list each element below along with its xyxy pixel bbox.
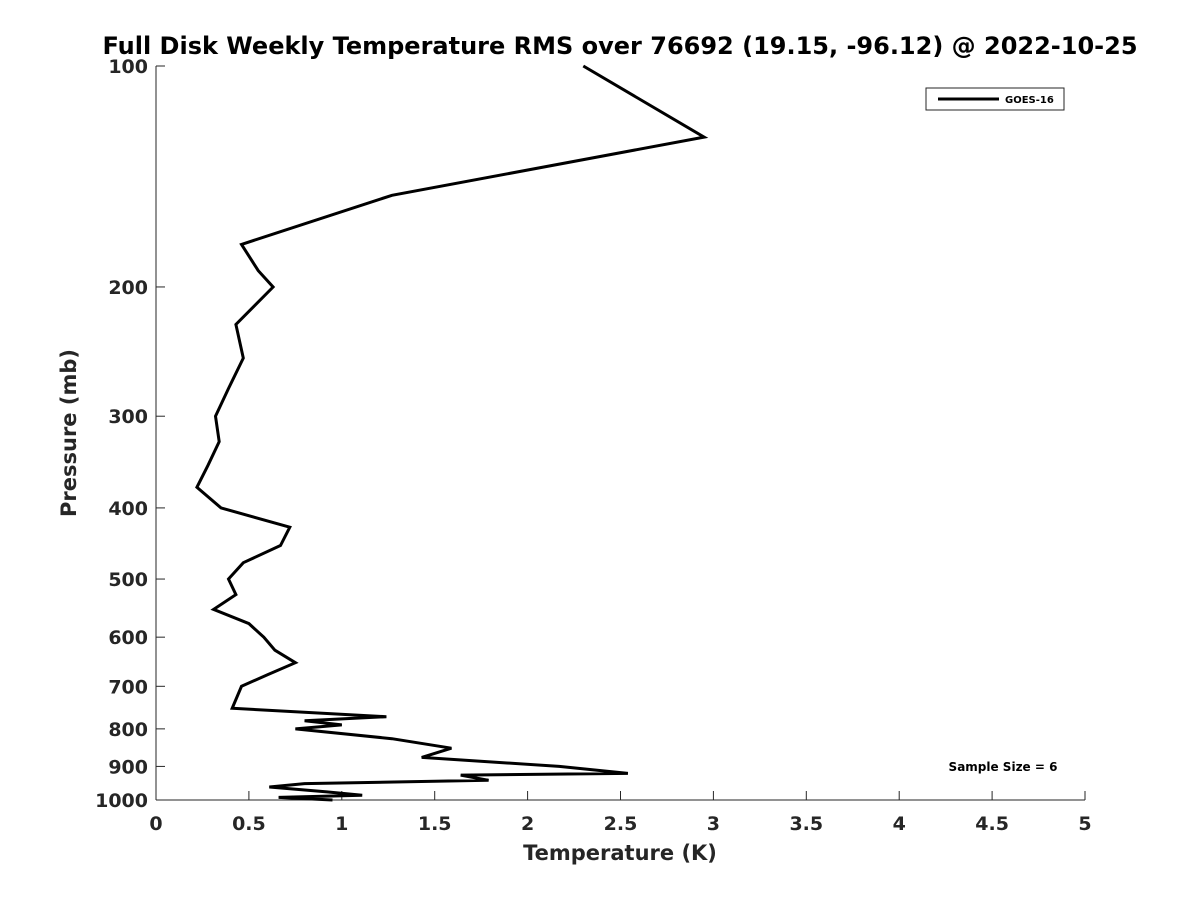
y-tick-label: 400 — [108, 498, 148, 520]
x-tick-label: 4 — [893, 813, 906, 835]
y-tick-label: 500 — [108, 569, 148, 591]
y-tick-label: 800 — [108, 719, 148, 741]
y-tick-label: 600 — [108, 627, 148, 649]
chart-title: Full Disk Weekly Temperature RMS over 76… — [102, 32, 1137, 60]
x-tick-label: 0 — [149, 813, 162, 835]
x-tick-label: 3 — [707, 813, 720, 835]
y-tick-label: 300 — [108, 406, 148, 428]
x-tick-label: 3.5 — [789, 813, 823, 835]
y-ticks: 100 200 300 400 500 600 700 800 900 1000 — [95, 56, 165, 812]
legend: GOES-16 — [925, 87, 1065, 111]
y-tick-label: 100 — [108, 56, 148, 78]
series-line-goes-16 — [195, 64, 709, 802]
x-tick-label: 1 — [335, 813, 348, 835]
x-tick-label: 5 — [1078, 813, 1091, 835]
y-tick-label: 900 — [108, 756, 148, 778]
x-axis-label: Temperature (K) — [523, 841, 717, 865]
y-tick-label: 1000 — [95, 790, 148, 812]
sample-size-annotation: Sample Size = 6 — [949, 760, 1058, 774]
x-ticks: 0 0.5 1 1.5 2 2.5 3 3.5 4 4.5 5 — [149, 791, 1092, 835]
legend-label: GOES-16 — [1005, 95, 1054, 106]
series-layer — [195, 64, 709, 802]
y-tick-label: 200 — [108, 277, 148, 299]
y-axis-label: Pressure (mb) — [57, 349, 81, 517]
x-tick-label: 2.5 — [604, 813, 638, 835]
x-tick-label: 0.5 — [232, 813, 266, 835]
x-tick-label: 2 — [521, 813, 534, 835]
plot-area: 0 0.5 1 1.5 2 2.5 3 3.5 4 4.5 5 100 200 300 400 500 600… — [95, 56, 1092, 835]
y-tick-label: 700 — [108, 676, 148, 698]
x-tick-label: 1.5 — [418, 813, 452, 835]
x-tick-label: 4.5 — [975, 813, 1009, 835]
